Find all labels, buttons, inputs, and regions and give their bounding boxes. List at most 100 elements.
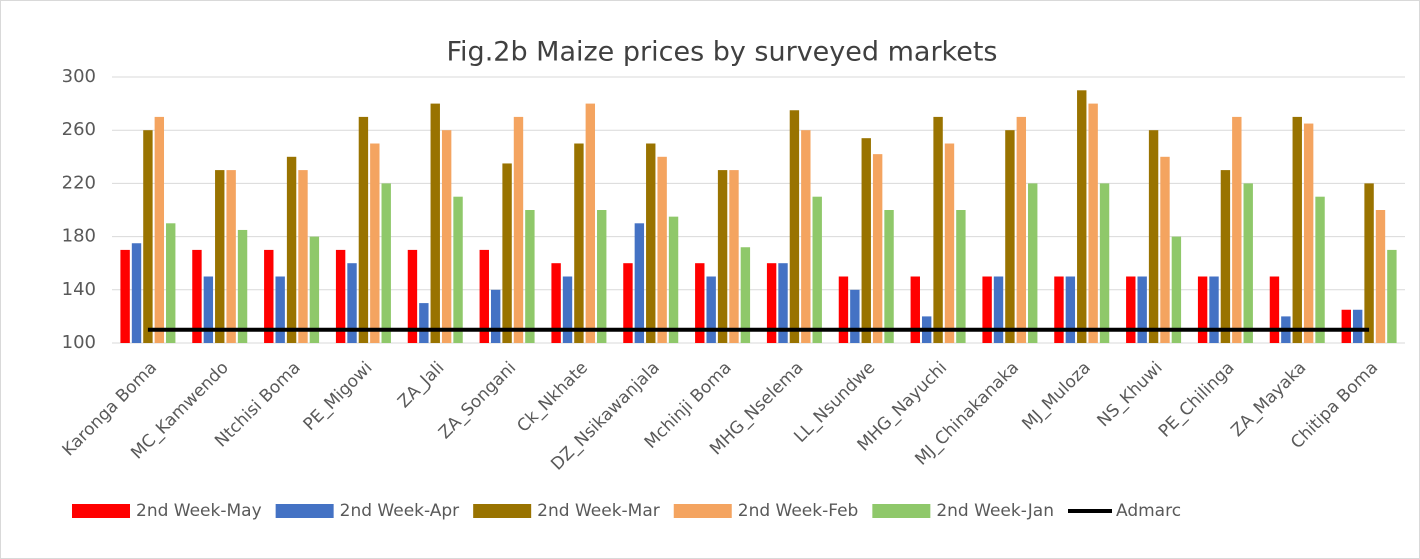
bar	[1341, 309, 1351, 343]
bar	[381, 183, 391, 343]
y-tick-label: 100	[62, 332, 96, 353]
bar	[1375, 210, 1386, 343]
bar	[479, 249, 489, 343]
bar	[286, 156, 297, 343]
bar	[884, 210, 894, 343]
legend-label: 2nd Week-Feb	[738, 501, 859, 521]
bar	[551, 263, 561, 343]
bar	[838, 276, 849, 343]
bar	[120, 249, 130, 343]
bar	[226, 170, 236, 343]
bar	[1065, 276, 1076, 343]
bar	[1209, 276, 1219, 343]
legend-swatch	[275, 504, 334, 518]
bar	[407, 249, 418, 343]
bar	[729, 170, 739, 343]
y-tick-label: 140	[62, 279, 96, 300]
legend-label: Admarc	[1116, 501, 1181, 521]
bar	[1005, 130, 1015, 343]
bar	[956, 210, 966, 343]
bar	[1077, 90, 1087, 343]
bar	[1269, 276, 1280, 343]
bar	[801, 130, 811, 343]
bar	[1292, 116, 1302, 344]
bar	[513, 116, 524, 344]
bar	[740, 247, 751, 343]
bar	[215, 170, 225, 343]
bar	[1232, 116, 1242, 344]
legend-swatch	[872, 504, 931, 518]
bar	[453, 196, 463, 343]
bar	[1028, 183, 1038, 343]
bar	[166, 223, 176, 343]
bar	[1220, 170, 1231, 343]
bar	[1126, 276, 1136, 343]
bar	[933, 116, 943, 344]
bar	[525, 210, 535, 343]
y-tick-label: 220	[62, 172, 96, 193]
bar	[646, 143, 656, 343]
bar	[370, 143, 380, 343]
bar	[944, 143, 955, 343]
bar	[490, 289, 501, 343]
bar	[131, 243, 142, 343]
legend-swatch	[473, 504, 532, 518]
bar	[872, 154, 883, 343]
bar	[1364, 183, 1374, 343]
bar	[275, 276, 285, 343]
bar	[695, 263, 705, 343]
legend-label: 2nd Week-Jan	[936, 501, 1054, 521]
bar	[634, 223, 645, 343]
bar	[585, 103, 596, 343]
bar	[430, 103, 440, 343]
bar	[264, 249, 274, 343]
bar	[1016, 116, 1027, 344]
bar	[1171, 236, 1182, 343]
bar	[657, 156, 667, 343]
bar	[502, 163, 512, 343]
bar	[1243, 183, 1253, 343]
bar	[154, 116, 165, 344]
bar	[668, 216, 679, 343]
chart-title: Fig.2b Maize prices by surveyed markets	[446, 37, 997, 68]
bar	[1352, 309, 1363, 343]
bar	[850, 289, 860, 343]
bar	[358, 116, 369, 344]
bar	[574, 143, 584, 343]
bar	[1148, 130, 1159, 343]
bar	[192, 249, 202, 343]
y-tick-label: 180	[62, 226, 96, 247]
bar	[910, 276, 920, 343]
legend-swatch	[72, 504, 130, 518]
bar	[347, 263, 357, 343]
bar	[778, 263, 788, 343]
bar	[419, 303, 429, 343]
bar	[1197, 276, 1208, 343]
legend-label: 2nd Week-Apr	[340, 501, 460, 521]
bar	[237, 229, 248, 343]
bar	[562, 276, 573, 343]
bar	[1099, 183, 1110, 343]
bar	[706, 276, 716, 343]
bar	[1137, 276, 1147, 343]
bar	[441, 130, 452, 343]
legend-swatch	[673, 504, 732, 518]
bar	[203, 276, 214, 343]
bar	[1054, 276, 1064, 343]
y-tick-label: 260	[62, 119, 96, 140]
bar	[993, 276, 1004, 343]
bar	[309, 236, 320, 343]
bar	[717, 170, 728, 343]
bar	[623, 263, 633, 343]
bar	[1387, 249, 1397, 343]
bar	[597, 210, 607, 343]
bar	[766, 263, 777, 343]
legend-label: 2nd Week-May	[136, 501, 262, 521]
y-tick-label: 300	[62, 66, 96, 87]
bar	[1315, 196, 1325, 343]
bar	[982, 276, 992, 343]
bar	[812, 196, 822, 343]
bar	[861, 138, 871, 343]
legend-label: 2nd Week-Mar	[537, 501, 660, 521]
